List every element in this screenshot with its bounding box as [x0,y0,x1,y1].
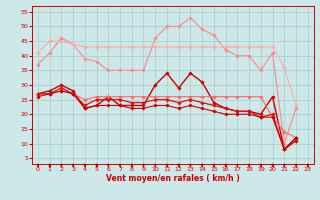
X-axis label: Vent moyen/en rafales ( km/h ): Vent moyen/en rafales ( km/h ) [106,174,240,183]
